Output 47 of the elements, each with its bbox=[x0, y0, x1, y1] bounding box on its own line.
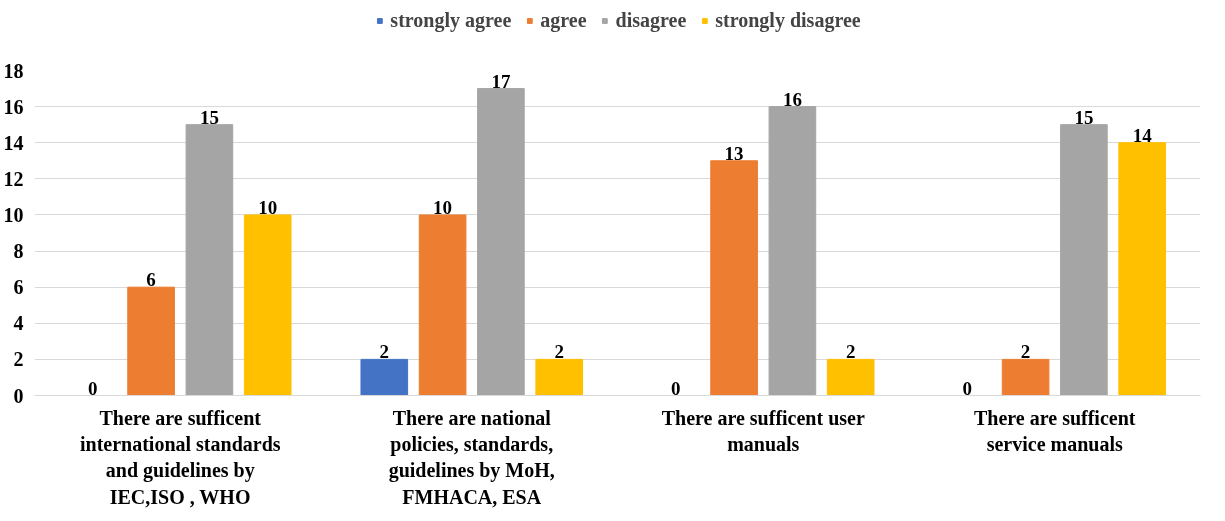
y-tick-label: 12 bbox=[3, 167, 24, 190]
bar bbox=[1118, 142, 1167, 396]
y-tick-label: 16 bbox=[3, 95, 24, 118]
bar bbox=[418, 214, 467, 396]
data-label: 17 bbox=[491, 70, 511, 92]
y-tick-label: 0 bbox=[13, 384, 24, 407]
y-tick-label: 8 bbox=[13, 240, 24, 263]
bar bbox=[243, 214, 292, 396]
y-tick-label: 18 bbox=[3, 59, 24, 82]
bar bbox=[826, 358, 875, 396]
data-label: 15 bbox=[199, 106, 219, 128]
data-label: 2 bbox=[379, 341, 390, 363]
bar bbox=[710, 160, 758, 396]
bar bbox=[768, 106, 817, 396]
data-label: 0 bbox=[962, 377, 973, 399]
bar bbox=[127, 286, 175, 396]
bar bbox=[185, 124, 234, 396]
y-tick-label: 6 bbox=[13, 276, 24, 299]
x-tick-label: There are sufficent user manuals bbox=[661, 406, 865, 455]
x-tick-label: There are national policies, standards, guidelines by MoH, FMHACA, ESA bbox=[388, 406, 555, 508]
y-tick-label: 4 bbox=[13, 312, 24, 335]
data-label: 0 bbox=[671, 377, 681, 399]
data-label: 16 bbox=[782, 88, 802, 110]
data-label: 15 bbox=[1074, 106, 1094, 128]
data-label: 10 bbox=[433, 196, 453, 218]
bar bbox=[1060, 124, 1108, 396]
data-label: 13 bbox=[724, 142, 744, 164]
data-label: 14 bbox=[1132, 124, 1153, 146]
bar bbox=[477, 88, 525, 396]
y-tick-label: 10 bbox=[3, 203, 24, 226]
bar bbox=[360, 358, 409, 396]
data-label: 2 bbox=[1020, 341, 1031, 363]
bar bbox=[535, 358, 584, 396]
x-tick-label: There are sufficent service manuals bbox=[974, 406, 1136, 455]
legend-label: strongly agree bbox=[390, 8, 512, 32]
data-label: 10 bbox=[258, 196, 278, 218]
bar bbox=[1001, 358, 1050, 396]
data-label: 6 bbox=[146, 269, 156, 291]
x-tick-label: There are sufficent international standards and guidelines by IEC,ISO , WHO bbox=[79, 406, 281, 508]
legend-label: agree bbox=[540, 8, 587, 32]
data-label: 0 bbox=[88, 377, 98, 399]
legend-label: strongly disagree bbox=[715, 8, 861, 32]
data-label: 2 bbox=[554, 341, 564, 363]
y-tick-label: 14 bbox=[3, 131, 24, 154]
legend-label: disagree bbox=[615, 8, 687, 32]
data-label: 2 bbox=[845, 341, 856, 363]
y-tick-label: 2 bbox=[13, 348, 24, 371]
